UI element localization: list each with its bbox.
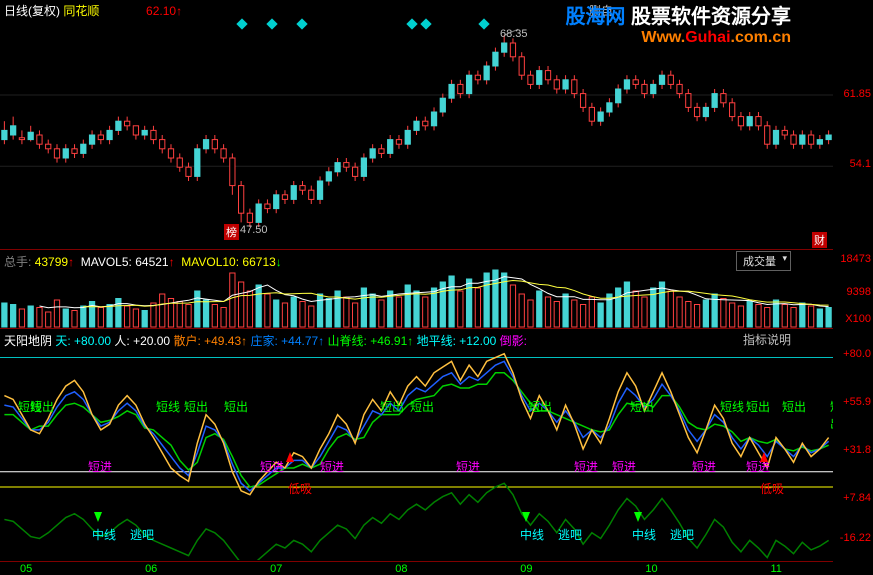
low-badge: 榜 bbox=[224, 224, 239, 240]
candlestick-chart bbox=[0, 0, 833, 250]
indicator-header-item: 庄家: bbox=[250, 334, 281, 348]
x-axis: 05 06 07 08 09 10 11 bbox=[0, 561, 833, 575]
indicator-header-item: 天: bbox=[55, 334, 74, 348]
short-out-label: 短出 bbox=[746, 398, 770, 415]
arrow-down-icon bbox=[634, 512, 642, 522]
dixi-label: 低吸 bbox=[760, 480, 784, 497]
indicator-y-axis: +80.0 +55.9 +31.8 +7.84 -16.22 bbox=[833, 330, 873, 560]
indicator-header-item: 人: bbox=[114, 334, 133, 348]
xaxis-tick: 09 bbox=[520, 563, 532, 575]
zhongxian-label: 逃吧 bbox=[670, 526, 694, 543]
indicator-header-item: +44.77↑ bbox=[281, 334, 327, 348]
short-in-label: 短进 bbox=[574, 458, 598, 475]
indicator-chart bbox=[0, 330, 833, 560]
volume-header: 总手: 43799↑ MAVOL5: 64521↑ MAVOL10: 66713… bbox=[4, 253, 282, 270]
xaxis-tick: 07 bbox=[270, 563, 282, 575]
xaxis-tick: 06 bbox=[145, 563, 157, 575]
indicator-header-item: 山脊线: bbox=[328, 334, 371, 348]
indicator-header: 天阳地阴 天: +80.00 人: +20.00 散户: +49.43↑ 庄家:… bbox=[4, 332, 527, 349]
low-price-label: 47.50 bbox=[240, 224, 268, 236]
zhongxian-label: 逃吧 bbox=[130, 526, 154, 543]
dixi-label: 低吸 bbox=[288, 480, 312, 497]
short-out-label: 短线 bbox=[720, 398, 744, 415]
indicator-panel: 天阳地阴 天: +80.00 人: +20.00 散户: +49.43↑ 庄家:… bbox=[0, 330, 833, 560]
indicator-header-item: 散户: bbox=[173, 334, 204, 348]
high-price-label: 68.35 bbox=[500, 28, 528, 40]
volume-y-axis: 18473 9398 X100 bbox=[833, 251, 873, 329]
arrow-down-icon bbox=[522, 512, 530, 522]
indicator-header-item: +46.91↑ bbox=[370, 334, 416, 348]
xaxis-tick: 08 bbox=[395, 563, 407, 575]
short-in-label: 短进 bbox=[88, 458, 112, 475]
right-badge: 财 bbox=[812, 232, 827, 248]
xaxis-tick: 05 bbox=[20, 563, 32, 575]
zhongxian-label: 中线 bbox=[632, 526, 656, 543]
short-out-label: 短出 bbox=[630, 398, 654, 415]
indicator-description-button[interactable]: 指标说明 bbox=[743, 331, 791, 348]
zhongxian-label: 逃吧 bbox=[558, 526, 582, 543]
volume-panel: 总手: 43799↑ MAVOL5: 64521↑ MAVOL10: 66713… bbox=[0, 251, 833, 329]
arrow-up-icon bbox=[286, 452, 294, 462]
short-out-label: 短出 bbox=[782, 398, 806, 415]
indicator-header-item: 倒影: bbox=[500, 334, 527, 348]
short-in-label: 短进 bbox=[612, 458, 636, 475]
indicator-header-item: 天阳地阴 bbox=[4, 334, 55, 348]
indicator-header-item: +12.00 bbox=[459, 334, 499, 348]
short-in-label: 短进 bbox=[320, 458, 344, 475]
zhongxian-label: 中线 bbox=[520, 526, 544, 543]
xaxis-tick: 11 bbox=[770, 563, 781, 575]
arrow-up-icon bbox=[760, 452, 768, 462]
indicator-header-item: +49.43↑ bbox=[204, 334, 250, 348]
short-out-label: 短线 bbox=[156, 398, 180, 415]
price-chart-panel: 日线(复权) 同花顺 62.10↑ 删自 股海网 股票软件资源分享 Www.Gu… bbox=[0, 0, 833, 250]
indicator-header-item: +80.00 bbox=[74, 334, 114, 348]
indicator-header-item: +20.00 bbox=[133, 334, 173, 348]
short-out-label: 短出 bbox=[224, 398, 248, 415]
indicator-header-item: 地平线: bbox=[417, 334, 460, 348]
short-out-label: 短出 bbox=[410, 398, 434, 415]
short-out-label: 短出 bbox=[184, 398, 208, 415]
arrow-down-icon bbox=[94, 512, 102, 522]
short-out-label: 短出 bbox=[528, 398, 552, 415]
xaxis-tick: 10 bbox=[645, 563, 657, 575]
short-in-label: 短进 bbox=[692, 458, 716, 475]
short-in-label: 短进 bbox=[260, 458, 284, 475]
short-out-label: 短出 bbox=[380, 398, 404, 415]
zhongxian-label: 中线 bbox=[92, 526, 116, 543]
short-in-label: 短进 bbox=[456, 458, 480, 475]
short-line-label: 短线 bbox=[18, 398, 42, 415]
price-y-axis: 61.85 54.1 bbox=[833, 0, 873, 250]
